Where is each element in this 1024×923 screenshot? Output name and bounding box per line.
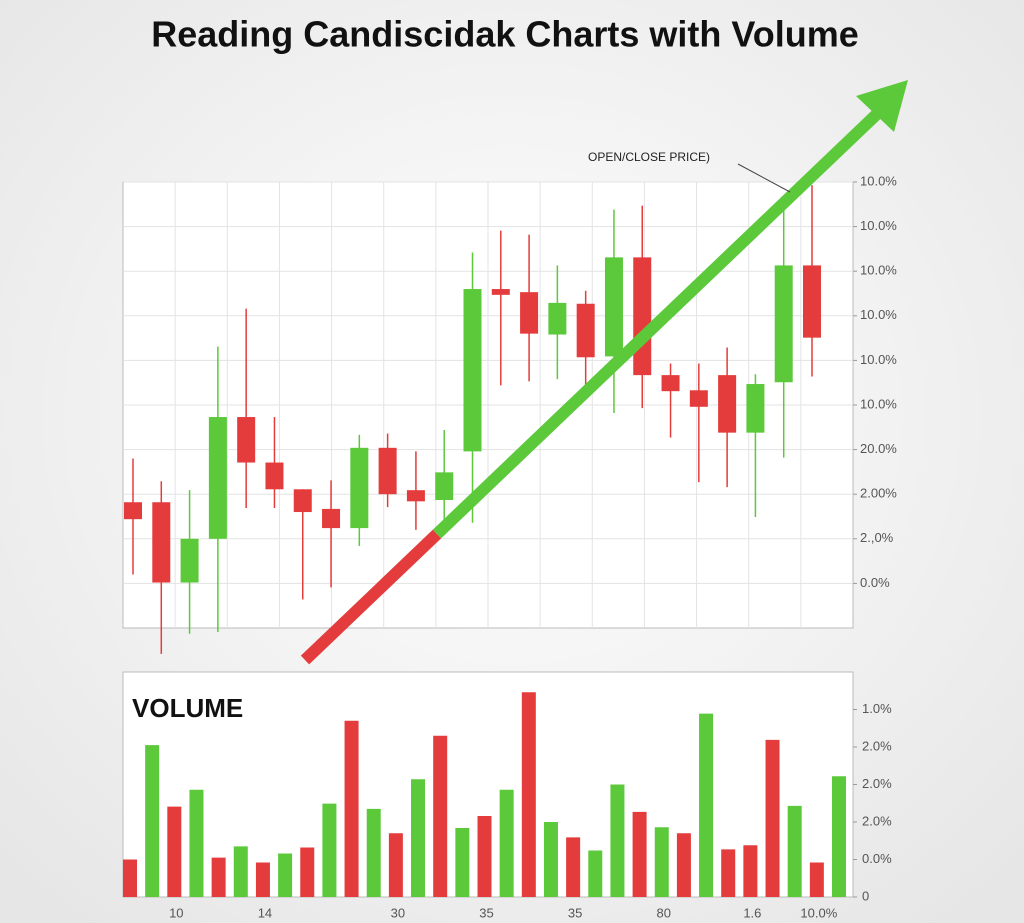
y-tick-label: 0.0%: [862, 851, 892, 866]
candle-body: [774, 265, 793, 383]
volume-bar: [543, 822, 558, 897]
y-tick-label: 0: [862, 888, 869, 903]
x-tick-label: 30: [391, 905, 405, 920]
x-tick-label: 35: [479, 905, 493, 920]
candle-body: [406, 490, 425, 502]
volume-bar: [787, 805, 802, 897]
candle-body: [237, 417, 256, 463]
candle-body: [491, 289, 510, 295]
arrow-red: [300, 529, 442, 665]
volume-bar: [411, 779, 426, 897]
volume-bar: [832, 776, 846, 897]
y-tick-label: 10.0%: [860, 173, 897, 188]
volume-bar: [300, 847, 315, 897]
y-tick-label: 10.0%: [860, 307, 897, 322]
candle-body: [378, 447, 397, 495]
volume-bar: [588, 850, 603, 897]
candle-body: [350, 447, 369, 529]
volume-bar: [654, 827, 669, 897]
volume-bar: [455, 828, 470, 897]
x-tick-label: 35: [568, 905, 582, 920]
candle-body: [604, 257, 623, 357]
marks: 0.0% 2.,0% 2.00% 20.0% 10.0% 10.0% 10.0% 10.0% 1…: [123, 173, 897, 920]
volume-bar: [699, 713, 714, 897]
candle-body: [180, 538, 199, 583]
volume-bar: [433, 735, 448, 897]
y-tick-label: 10.0%: [860, 352, 897, 367]
candle-body: [746, 384, 765, 433]
volume-bar: [233, 846, 248, 897]
candle-body: [520, 292, 539, 334]
volume-bar: [721, 849, 736, 897]
chart-title: Reading Candiscidak Charts with Volume: [151, 14, 858, 55]
vertical-grid: [174, 182, 802, 628]
y-tick-label: 0.0%: [860, 575, 890, 590]
volume-bar: [521, 692, 536, 897]
volume-bar: [388, 833, 403, 897]
candle-body: [265, 462, 284, 490]
annotation-leader: [737, 163, 791, 193]
volume-bar: [167, 806, 182, 897]
volume-bar: [322, 803, 337, 897]
arrow-green: [432, 108, 883, 539]
y-tick-label: 2.0%: [862, 738, 892, 753]
volume-bar: [145, 745, 160, 897]
volume-bar: [566, 837, 581, 897]
candle-body: [803, 265, 821, 338]
candle-body: [463, 289, 482, 452]
x-tick-label: 10.0%: [800, 905, 837, 920]
candle-body: [576, 303, 595, 358]
y-tick-label: 10.0%: [860, 218, 897, 233]
volume-bar: [366, 808, 381, 897]
volume-bar: [632, 811, 647, 897]
y-tick-label: 20.0%: [860, 441, 897, 456]
volume-title: VOLUME: [132, 693, 243, 723]
x-tick-label: 10: [169, 905, 183, 920]
volume-bar: [610, 784, 625, 897]
candle-body: [661, 375, 680, 392]
volume-bar: [278, 853, 293, 897]
volume-bar: [211, 857, 226, 897]
x-tick-label: 14: [258, 905, 272, 920]
y-tick-label: 2.00%: [860, 486, 897, 501]
candle-body: [152, 502, 171, 583]
y-tick-label: 10.0%: [860, 263, 897, 278]
volume-bar: [477, 816, 492, 897]
x-tick-label: 80: [657, 905, 671, 920]
candle-body: [548, 302, 567, 335]
volume-bar: [123, 859, 137, 897]
candle-body: [322, 508, 341, 529]
annotation: OPEN/CLOSE PRICE): [588, 150, 710, 164]
candle-body: [633, 257, 652, 376]
arrow-head: [856, 80, 908, 132]
volume-bar: [344, 720, 359, 897]
volume-bar: [809, 862, 824, 897]
candle-body: [689, 390, 708, 407]
candle-body: [293, 489, 312, 513]
candle-body: [124, 502, 142, 520]
y-tick-label: 2.,0%: [860, 530, 894, 545]
y-tick-label: 10.0%: [860, 396, 897, 411]
candle-body: [435, 472, 454, 500]
y-tick-label: 2.0%: [862, 776, 892, 791]
volume-bar: [765, 739, 780, 897]
x-tick-label: 1.6: [743, 905, 761, 920]
volume-bar: [255, 862, 270, 897]
y-tick-label: 2.0%: [862, 813, 892, 828]
volume-bar: [676, 833, 691, 897]
candle-body: [718, 375, 737, 433]
volume-bar: [743, 845, 758, 897]
volume-bar: [499, 789, 514, 897]
y-tick-label: 1.0%: [862, 701, 892, 716]
volume-bar: [189, 789, 204, 897]
candle-body: [208, 417, 227, 539]
